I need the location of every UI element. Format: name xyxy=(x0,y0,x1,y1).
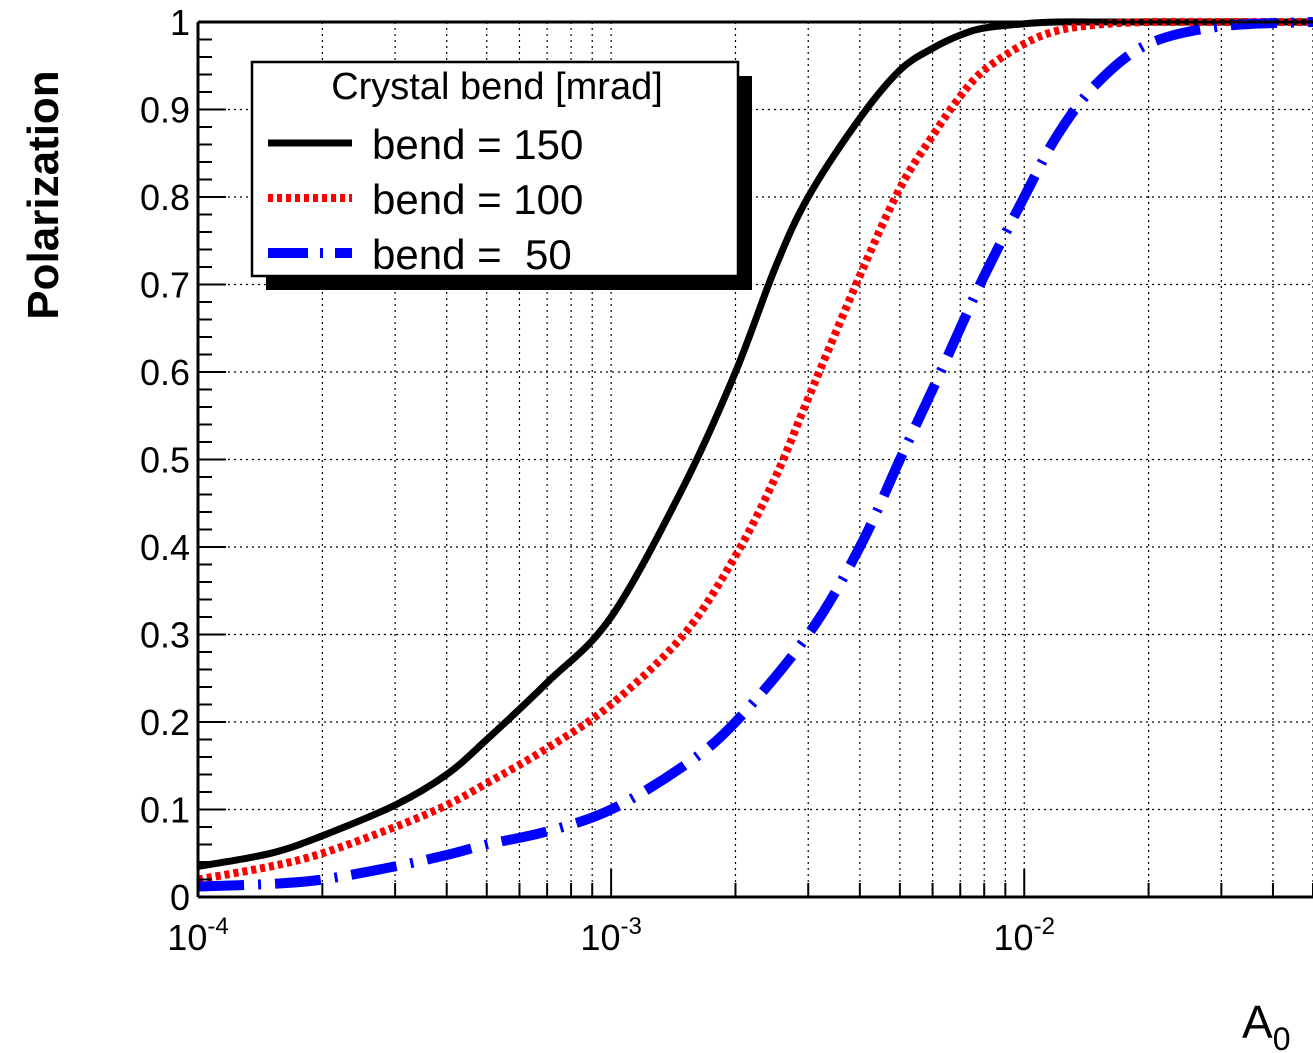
series-bend-100 xyxy=(197,17,1313,884)
y-axis-label: Polarization xyxy=(19,70,68,319)
x-tick-label: 10-3 xyxy=(580,913,641,958)
legend-entry-bend-150: bend = 150 xyxy=(268,121,583,168)
x-tick-label-base: 10 xyxy=(580,917,620,958)
x-axis-label-sub: 0 xyxy=(1273,1021,1291,1053)
legend-label: bend = 150 xyxy=(372,121,583,168)
ticks xyxy=(197,21,1313,898)
y-tick-label: 0.2 xyxy=(140,702,190,743)
legend-label: bend = 100 xyxy=(372,176,583,223)
y-tick-label: 0 xyxy=(170,877,190,918)
legend-title: Crystal bend [mrad] xyxy=(331,66,663,108)
y-tick-label: 0.9 xyxy=(140,90,190,131)
y-tick-label: 0.7 xyxy=(140,265,190,306)
x-axis-label: A0 xyxy=(1242,996,1290,1053)
legend-entry-bend-50: bend = 50 xyxy=(268,231,572,278)
y-tick-label: 0.8 xyxy=(140,177,190,218)
x-tick-label: 10-4 xyxy=(167,913,228,958)
y-tick-label: 0.1 xyxy=(140,790,190,831)
x-axis-label-main: A xyxy=(1242,996,1273,1048)
legend-entry-bend-100: bend = 100 xyxy=(268,176,583,223)
y-tick-label: 1 xyxy=(170,2,190,43)
y-tick-label: 0.3 xyxy=(140,615,190,656)
legend-label: bend = 50 xyxy=(372,231,572,278)
y-tick-label: 0.6 xyxy=(140,352,190,393)
legend-entries: bend = 150 bend = 100 bend = 50 xyxy=(268,121,583,278)
y-tick-label: 0.4 xyxy=(140,527,190,568)
x-tick-label-exponent: -2 xyxy=(1034,913,1055,940)
x-tick-label-exponent: -3 xyxy=(620,913,641,940)
legend: Crystal bend [mrad] bend = 150 bend = 100… xyxy=(250,60,752,290)
series-bend-50 xyxy=(197,17,1313,892)
x-tick-label-base: 10 xyxy=(167,917,207,958)
x-tick-label-exponent: -4 xyxy=(207,913,228,940)
y-tick-label: 0.5 xyxy=(140,440,190,481)
x-tick-label-base: 10 xyxy=(994,917,1034,958)
legend-box xyxy=(250,60,740,278)
x-tick-label: 10-2 xyxy=(994,913,1055,958)
